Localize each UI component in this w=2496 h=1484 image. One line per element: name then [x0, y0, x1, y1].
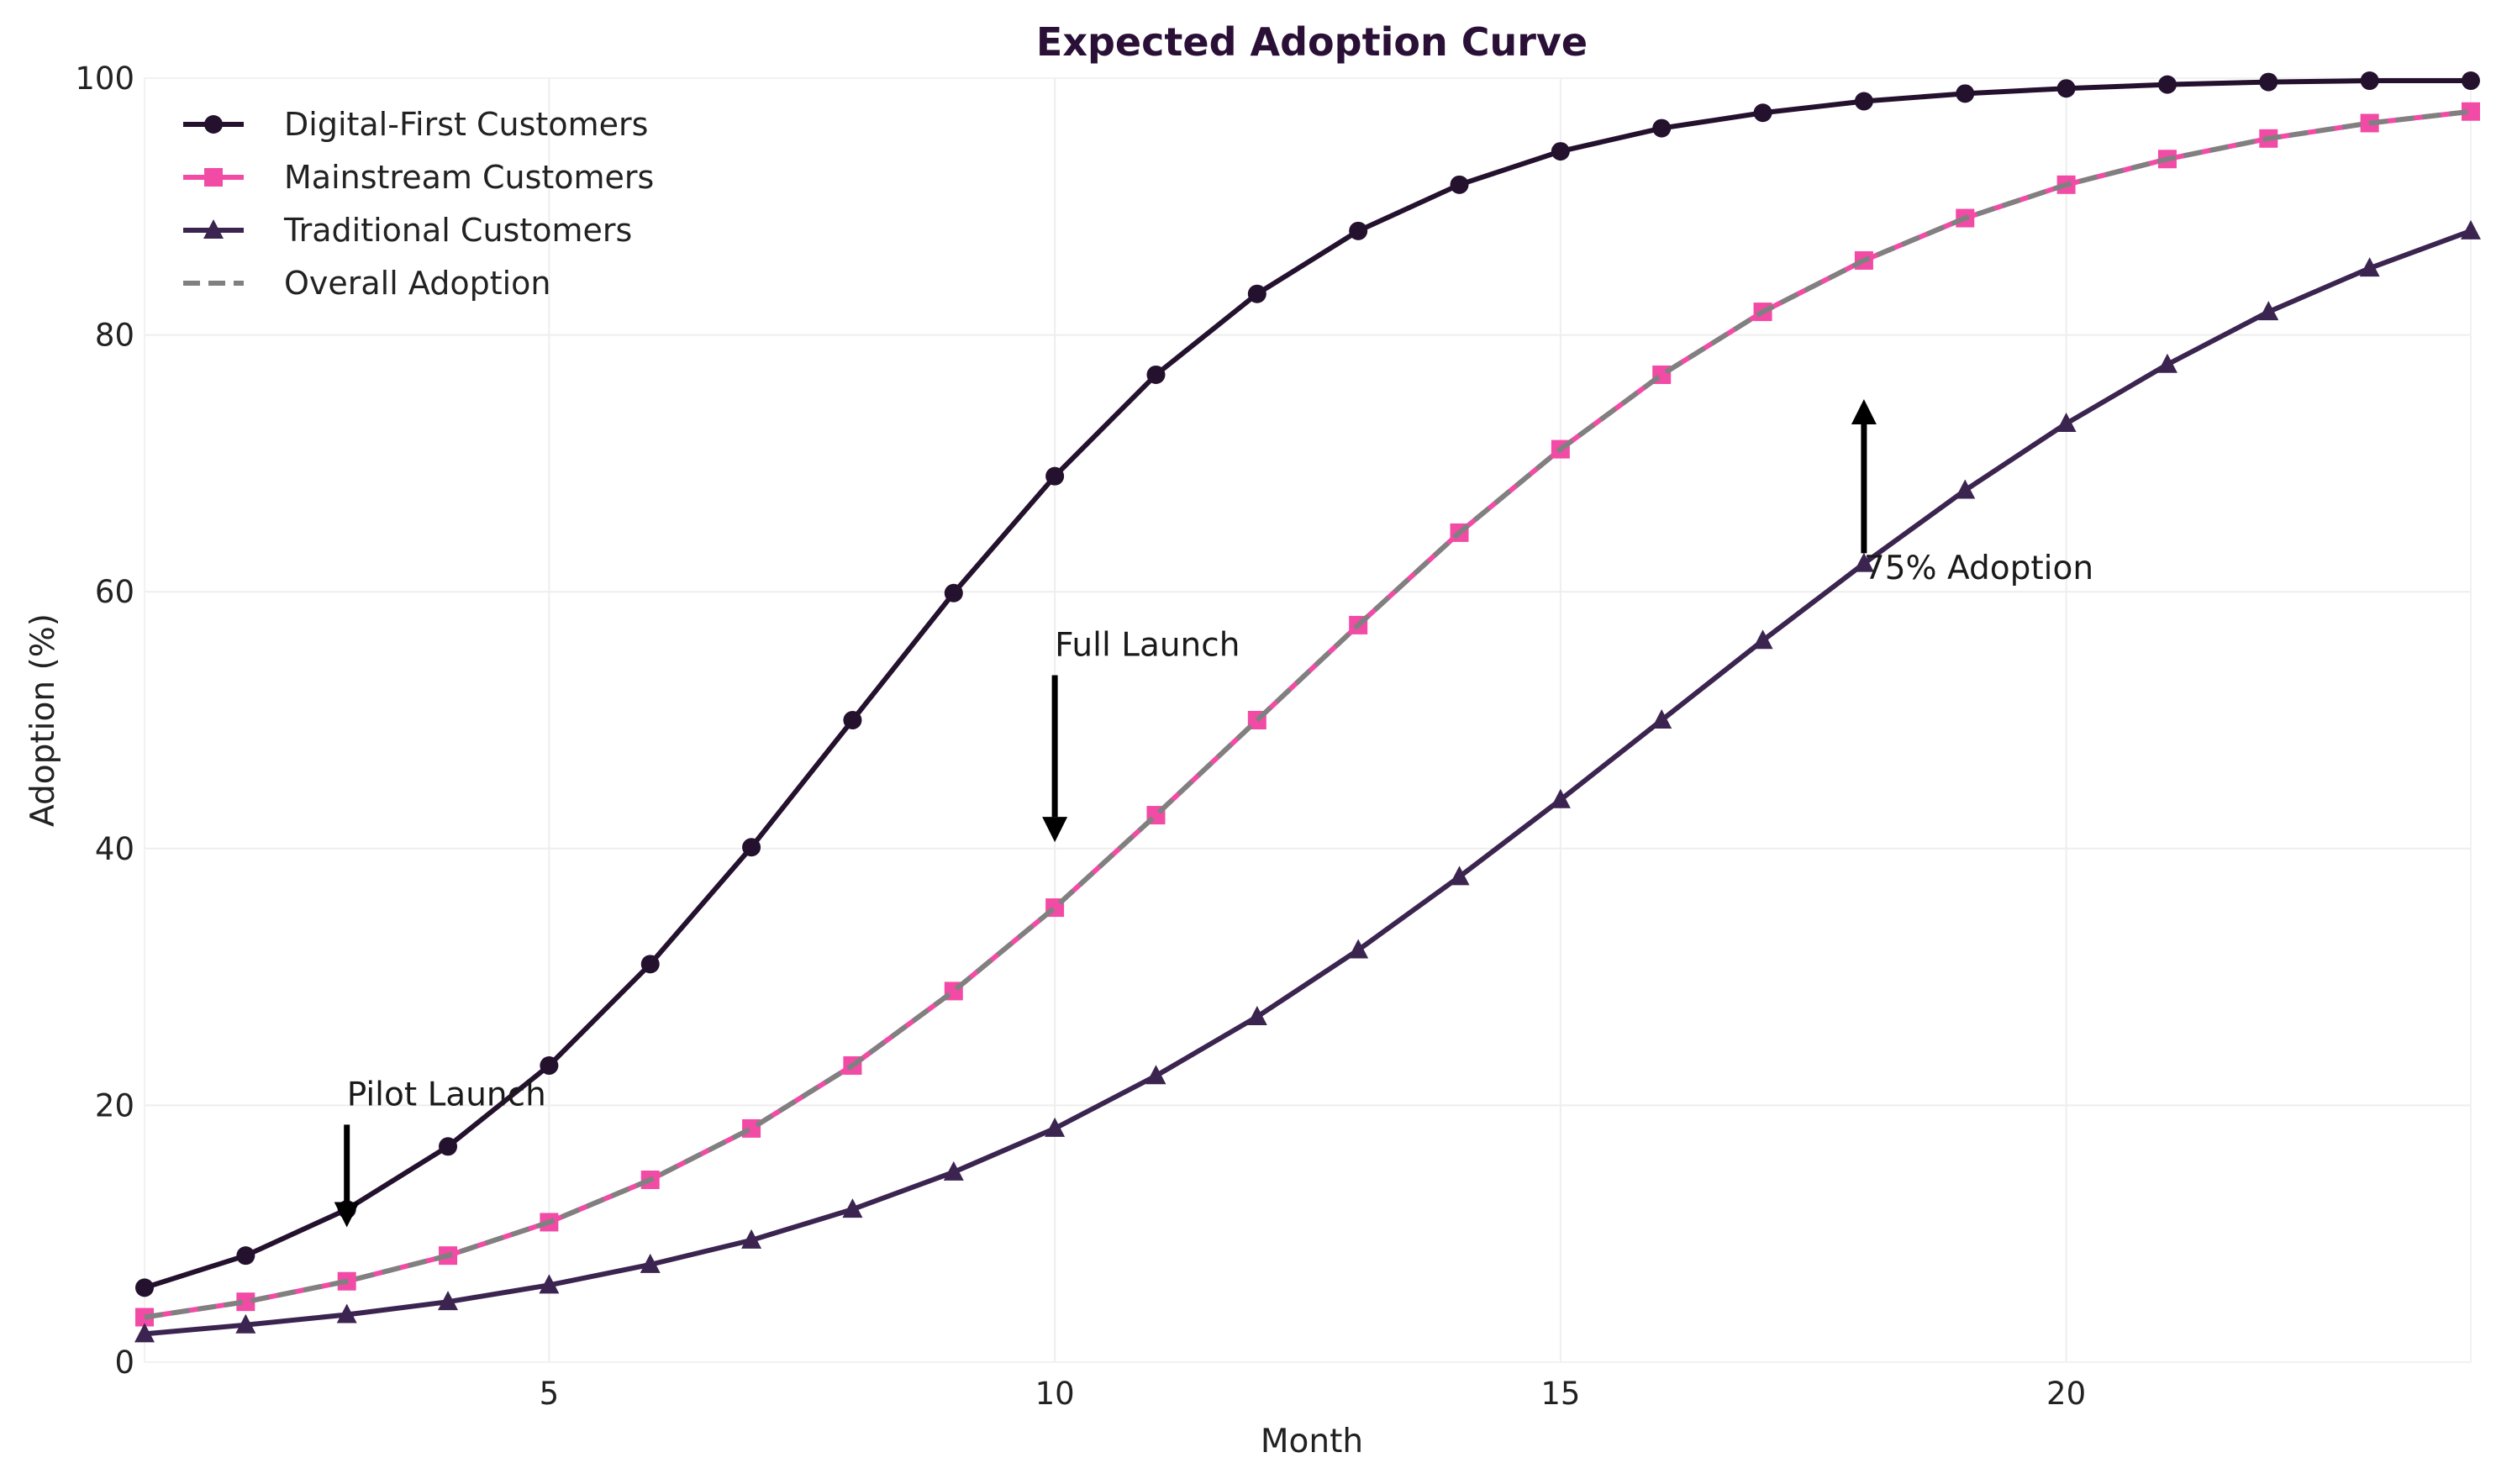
series-2	[134, 219, 2481, 1343]
annotation: Full Launch	[1042, 627, 1240, 843]
data-point	[1853, 552, 1874, 572]
data-point	[2462, 102, 2480, 121]
data-point	[842, 1198, 863, 1218]
data-point	[539, 1274, 560, 1294]
data-point	[843, 711, 862, 729]
legend: Digital-First Customers Mainstream Custom…	[183, 106, 654, 302]
data-point	[944, 583, 963, 603]
data-point	[1348, 939, 1369, 959]
data-point	[1045, 1117, 1066, 1137]
data-point	[1146, 365, 1166, 384]
data-point	[1956, 84, 1975, 103]
data-point	[640, 955, 660, 974]
annotation: Pilot Launch	[334, 1076, 546, 1228]
legend-marker	[203, 219, 224, 239]
data-point	[1753, 103, 1772, 123]
legend-item: Overall Adoption	[183, 265, 551, 302]
data-point	[1045, 466, 1065, 486]
legend-item: Digital-First Customers	[183, 106, 648, 143]
data-point	[1247, 284, 1266, 303]
annotation-label: Pilot Launch	[347, 1076, 546, 1113]
data-point	[1145, 1065, 1166, 1085]
y-tick-label: 40	[95, 831, 134, 867]
data-point	[1550, 788, 1571, 808]
data-point	[2360, 71, 2379, 91]
y-tick-label: 80	[95, 318, 134, 354]
annotation: 75% Adoption	[1851, 399, 2093, 587]
data-point	[1450, 175, 1469, 194]
annotation-arrow-head	[1851, 399, 1877, 424]
data-point	[1752, 629, 1773, 650]
data-point	[2259, 72, 2278, 92]
data-point	[1652, 118, 1672, 138]
x-axis-label: Month	[1261, 1423, 1363, 1460]
data-point	[2462, 71, 2480, 91]
data-point	[943, 1160, 964, 1181]
data-point	[135, 1278, 154, 1297]
legend-marker	[204, 168, 223, 187]
data-point	[1349, 221, 1368, 240]
data-point	[1955, 479, 1976, 499]
x-tick-label: 20	[2046, 1376, 2086, 1412]
data-point	[236, 1246, 255, 1266]
x-tick-label: 10	[1035, 1376, 1075, 1412]
annotation-label: 75% Adoption	[1864, 550, 2093, 587]
tick-labels: 5 10 15 20 0 20 40 60 80 100	[75, 61, 2086, 1412]
legend-label: Overall Adoption	[284, 265, 551, 302]
data-point	[236, 1292, 255, 1312]
legend-item: Mainstream Customers	[183, 159, 654, 196]
data-point	[741, 1229, 762, 1249]
plot-frame	[144, 77, 2472, 1363]
data-point	[2258, 301, 2279, 321]
legend-label: Digital-First Customers	[284, 106, 648, 143]
legend-label: Mainstream Customers	[284, 159, 654, 196]
series-line	[144, 108, 2472, 1320]
data-point	[1449, 866, 1470, 886]
data-point	[2056, 79, 2076, 98]
y-tick-label: 60	[95, 574, 134, 610]
data-point	[540, 1056, 559, 1076]
data-point	[336, 1303, 357, 1323]
annotation-arrow-head	[334, 1202, 360, 1228]
data-point	[2156, 353, 2177, 373]
annotation-arrow-head	[1042, 817, 1068, 843]
data-point	[2461, 219, 2481, 239]
y-axis-label: Adoption (%)	[24, 613, 62, 827]
series-3	[144, 108, 2472, 1320]
y-tick-label: 100	[75, 61, 134, 97]
series-0	[135, 71, 2480, 1297]
data-point	[2359, 257, 2380, 277]
data-point	[2056, 413, 2077, 433]
data-point	[1551, 142, 1570, 161]
x-tick-label: 15	[1540, 1376, 1580, 1412]
x-tick-label: 5	[540, 1376, 560, 1412]
data-point	[235, 1313, 256, 1334]
series-line	[142, 78, 2473, 1291]
series-line	[142, 228, 2473, 1337]
legend-label: Traditional Customers	[283, 212, 632, 249]
legend-marker	[204, 115, 223, 134]
annotations: Pilot Launch Full Launch 75% Adoption	[334, 399, 2093, 1228]
data-point	[439, 1137, 458, 1156]
y-tick-label: 0	[114, 1345, 134, 1381]
chart-title: Expected Adoption Curve	[1036, 19, 1588, 65]
data-point	[742, 838, 761, 857]
data-point	[1651, 709, 1672, 729]
data-point	[134, 1323, 155, 1343]
data-point	[2157, 75, 2177, 94]
data-point	[1246, 1005, 1267, 1025]
annotation-label: Full Launch	[1055, 627, 1240, 665]
data-point	[640, 1253, 661, 1273]
y-tick-label: 20	[95, 1087, 134, 1124]
legend-item: Traditional Customers	[183, 212, 632, 249]
series-layer	[134, 71, 2481, 1343]
data-point	[1854, 92, 1873, 111]
data-point	[438, 1291, 459, 1311]
